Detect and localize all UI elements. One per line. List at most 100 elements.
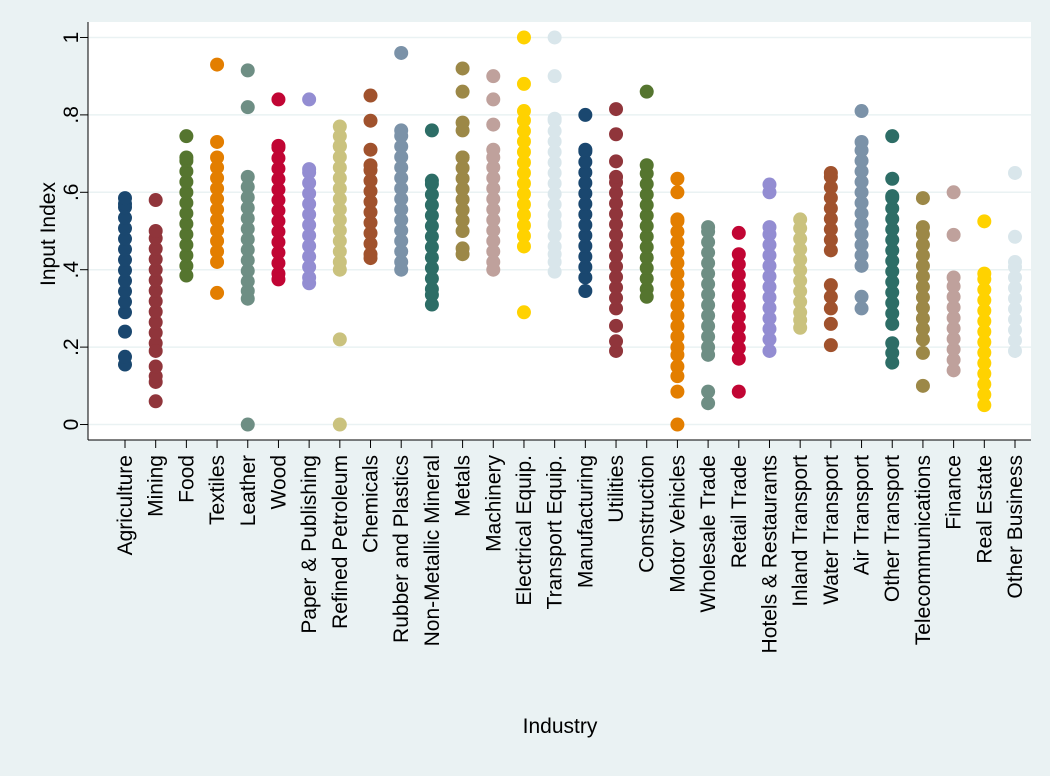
data-point <box>1008 333 1022 348</box>
data-point <box>762 300 777 315</box>
data-point <box>701 384 716 399</box>
data-point <box>363 251 378 266</box>
data-point <box>915 321 930 336</box>
x-tick-label: Non-Metallic Mineral <box>421 455 444 646</box>
data-point <box>885 264 900 279</box>
data-point <box>915 279 930 294</box>
data-point <box>946 321 961 336</box>
data-point <box>240 63 255 78</box>
data-point <box>547 165 562 180</box>
data-point <box>731 320 746 335</box>
data-point <box>1008 165 1022 180</box>
x-tick-label: Other Business <box>1004 455 1027 599</box>
data-point <box>240 283 255 298</box>
y-tick-label: .6 <box>60 184 83 202</box>
data-point <box>854 164 869 179</box>
data-point <box>793 284 808 299</box>
data-point <box>578 142 593 157</box>
data-point <box>210 244 225 259</box>
data-point <box>118 273 132 288</box>
data-point <box>915 220 930 235</box>
data-point <box>332 223 347 238</box>
data-point <box>823 232 838 247</box>
data-point <box>332 191 347 206</box>
data-point <box>486 244 501 259</box>
data-point <box>486 160 501 175</box>
data-point <box>854 248 869 263</box>
data-point <box>240 221 255 236</box>
data-point <box>332 202 347 217</box>
data-point <box>302 162 317 177</box>
data-point <box>486 223 501 238</box>
data-point <box>394 233 409 248</box>
data-point <box>915 269 930 284</box>
data-point <box>302 276 317 291</box>
data-point <box>363 236 378 251</box>
data-point <box>240 200 255 215</box>
strip-7 <box>332 119 347 432</box>
data-point <box>731 351 746 366</box>
data-point <box>670 287 685 302</box>
x-tick-label: Rubber and Plastics <box>390 455 413 643</box>
data-point <box>240 417 255 432</box>
data-point <box>670 245 685 260</box>
data-point <box>394 191 409 206</box>
data-point <box>639 84 654 99</box>
data-point <box>1008 343 1022 358</box>
data-point <box>547 111 562 126</box>
data-point <box>885 171 900 186</box>
data-point <box>516 123 531 138</box>
data-point <box>915 290 930 305</box>
data-point <box>516 155 531 170</box>
data-point <box>854 227 869 242</box>
data-point <box>179 237 194 252</box>
data-point <box>394 202 409 217</box>
strip-19 <box>701 220 716 411</box>
data-point <box>977 324 992 339</box>
data-point <box>516 165 531 180</box>
data-point <box>179 268 194 283</box>
data-point <box>1008 301 1022 316</box>
data-point <box>148 343 163 358</box>
data-point <box>363 215 378 230</box>
data-point <box>271 138 286 153</box>
data-point <box>609 280 624 295</box>
data-point <box>946 185 961 200</box>
data-point <box>516 218 531 233</box>
strip-10 <box>424 123 439 312</box>
data-point <box>302 175 317 190</box>
data-point <box>701 277 716 292</box>
data-point <box>578 259 593 274</box>
data-point <box>977 293 992 308</box>
data-point <box>547 123 562 138</box>
data-point <box>302 238 317 253</box>
data-point <box>823 289 838 304</box>
strip-3 <box>210 57 225 300</box>
data-point <box>977 387 992 402</box>
data-point <box>455 224 470 238</box>
data-point <box>885 285 900 300</box>
data-point <box>609 169 624 184</box>
data-point <box>148 304 163 319</box>
x-tick-label: Metals <box>452 455 475 517</box>
data-point <box>210 233 225 248</box>
data-point <box>424 198 439 213</box>
data-point <box>179 206 194 221</box>
data-point <box>731 384 746 399</box>
data-point <box>271 272 286 287</box>
data-point <box>210 134 225 149</box>
data-point <box>639 271 654 286</box>
data-point <box>148 359 163 374</box>
y-tick-label: 1 <box>60 32 83 44</box>
data-point <box>915 332 930 347</box>
data-point <box>516 134 531 149</box>
data-point <box>793 252 808 267</box>
data-point <box>240 253 255 268</box>
data-point <box>363 205 378 220</box>
data-point <box>762 258 777 273</box>
data-point <box>885 306 900 321</box>
data-point <box>762 343 777 358</box>
strip-18 <box>670 171 685 432</box>
data-point <box>332 332 347 347</box>
data-point <box>486 92 501 107</box>
